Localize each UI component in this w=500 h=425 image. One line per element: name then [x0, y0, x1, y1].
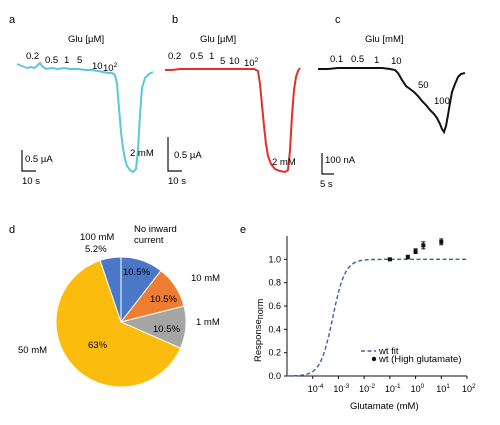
- panel-a-conc-label: 5: [77, 55, 82, 66]
- panel-e-ytick-label: 0.0: [268, 371, 281, 381]
- panel-c-conc-label: 50: [418, 80, 429, 91]
- panel-e-xtick-label: 10-2: [359, 383, 375, 394]
- panel-c-scalebar: [321, 153, 334, 175]
- panel-b-trace: [165, 67, 301, 174]
- pie-label-50mM: 50 mM: [18, 345, 47, 356]
- panel-c-trace: [318, 67, 466, 135]
- panel-e-point: [405, 255, 410, 259]
- panel-a-conc-label: 0.5: [45, 55, 58, 66]
- panel-e-xtick-label: 101: [436, 383, 450, 394]
- panel-e-xtick-label: 100: [411, 383, 425, 394]
- panel-e-ytick-label: 0.4: [268, 324, 281, 334]
- panel-e-xtick-label: 10-1: [385, 383, 401, 394]
- panel-b-conc-label: 0.2: [168, 51, 181, 62]
- panel-b-conc-label: 5: [220, 56, 225, 67]
- panel-e-xtick-label: 10-4: [308, 383, 324, 394]
- pie-pct-10mM: 10.5%: [150, 294, 177, 305]
- panel-c-conc-label: 1: [374, 55, 379, 66]
- panel-b: Glu [µM] 0.2 0.5 1 5 10 102 2 mM 0.5 µA …: [165, 34, 301, 187]
- panel-a-trace: [16, 61, 154, 174]
- panel-e-ytick-label: 0.2: [268, 348, 281, 358]
- pie-pct-100mM: 5.2%: [85, 244, 107, 255]
- panel-d: 100 mM 5.2% No inward current 10.5% 10 m…: [18, 224, 220, 388]
- panel-letter-b: b: [172, 14, 178, 26]
- panel-b-conc-label: 1: [209, 51, 214, 62]
- panel-b-title: Glu [µM]: [200, 34, 236, 45]
- panel-a-conc-label: 1: [64, 55, 69, 66]
- panel-c-conc-label: 0.1: [330, 54, 343, 65]
- panel-e-ytick-label: 0.8: [268, 278, 281, 288]
- panel-e-fit-line: [286, 258, 467, 377]
- panel-b-annotation: 2 mM: [272, 157, 296, 168]
- panel-b-scalebar: [167, 137, 182, 172]
- panel-b-conc-label: 10: [229, 56, 240, 67]
- pie-label-1mM: 1 mM: [196, 317, 220, 328]
- panel-a-title: Glu [µM]: [68, 34, 104, 45]
- pie-pct-no-inward: 10.5%: [123, 267, 150, 278]
- panel-e-xlabel: Glutamate (mM): [350, 401, 419, 412]
- panel-e: 0.0 0.2 0.4 0.6 0.8 1.0 10-4 10-3 10-2 10-1 100 101…: [253, 236, 476, 412]
- panel-e-xtick-label: 10-3: [333, 383, 349, 394]
- panel-a-scalebar-x-label: 10 s: [22, 176, 40, 187]
- legend-points-swatch: [371, 356, 377, 362]
- panel-c-scalebar-x-label: 5 s: [320, 179, 333, 190]
- panel-a-scalebar: [21, 150, 36, 172]
- panel-a-conc-label: 10: [92, 61, 103, 72]
- pie-label-no-inward-2: current: [134, 235, 164, 246]
- panel-letter-e: e: [240, 224, 246, 236]
- panel-c-conc-label: 0.5: [351, 54, 364, 65]
- panel-e-point: [421, 243, 426, 248]
- panel-c-scalebar-y-label: 100 nA: [325, 155, 356, 166]
- pie-label-100mM: 100 mM: [80, 232, 114, 243]
- legend-points-label: wt (High glutamate): [378, 354, 461, 365]
- panel-e-ylabel: Responsenorm: [253, 299, 265, 362]
- panel-letter-a: a: [9, 14, 16, 26]
- pie-slice: [55, 259, 182, 388]
- panel-b-scalebar-y-label: 0.5 µA: [174, 150, 202, 161]
- panel-letter-d: d: [9, 224, 15, 236]
- panel-a-conc-label: 0.2: [26, 51, 39, 62]
- pie-slice: [99, 256, 122, 323]
- panel-b-conc-label: 102: [244, 57, 259, 69]
- panel-e-point: [387, 257, 392, 262]
- panel-e-ytick-label: 1.0: [268, 254, 281, 264]
- panel-b-conc-label: 0.5: [190, 51, 203, 62]
- panel-e-point: [413, 249, 418, 254]
- panel-letter-c: c: [335, 14, 341, 26]
- panel-e-ytick-label: 0.6: [268, 301, 281, 311]
- panel-e-point: [439, 239, 444, 244]
- pie-pct-50mM: 63%: [88, 340, 108, 351]
- panel-b-scalebar-x-label: 10 s: [168, 176, 186, 187]
- panel-c-title: Glu [mM]: [365, 34, 404, 45]
- panel-e-xtick-label: 102: [462, 383, 476, 394]
- panel-a: Glu [µM] 0.2 0.5 1 5 10 102 2 mM 0.5 µA …: [16, 34, 154, 187]
- panel-a-scalebar-y-label: 0.5 µA: [25, 154, 53, 165]
- panel-c: Glu [mM] 0.1 0.5 1 10 50 100 100 nA 5 s: [318, 34, 466, 190]
- panel-a-annotation: 2 mM: [130, 148, 154, 159]
- pie-label-no-inward-1: No inward: [134, 224, 177, 235]
- pie-label-10mM: 10 mM: [191, 273, 220, 284]
- pie-pct-1mM: 10.5%: [153, 324, 180, 335]
- panel-c-conc-label: 10: [391, 56, 402, 67]
- legend-fit-label: wt fit: [378, 346, 399, 357]
- panel-c-conc-label: 100: [434, 96, 450, 107]
